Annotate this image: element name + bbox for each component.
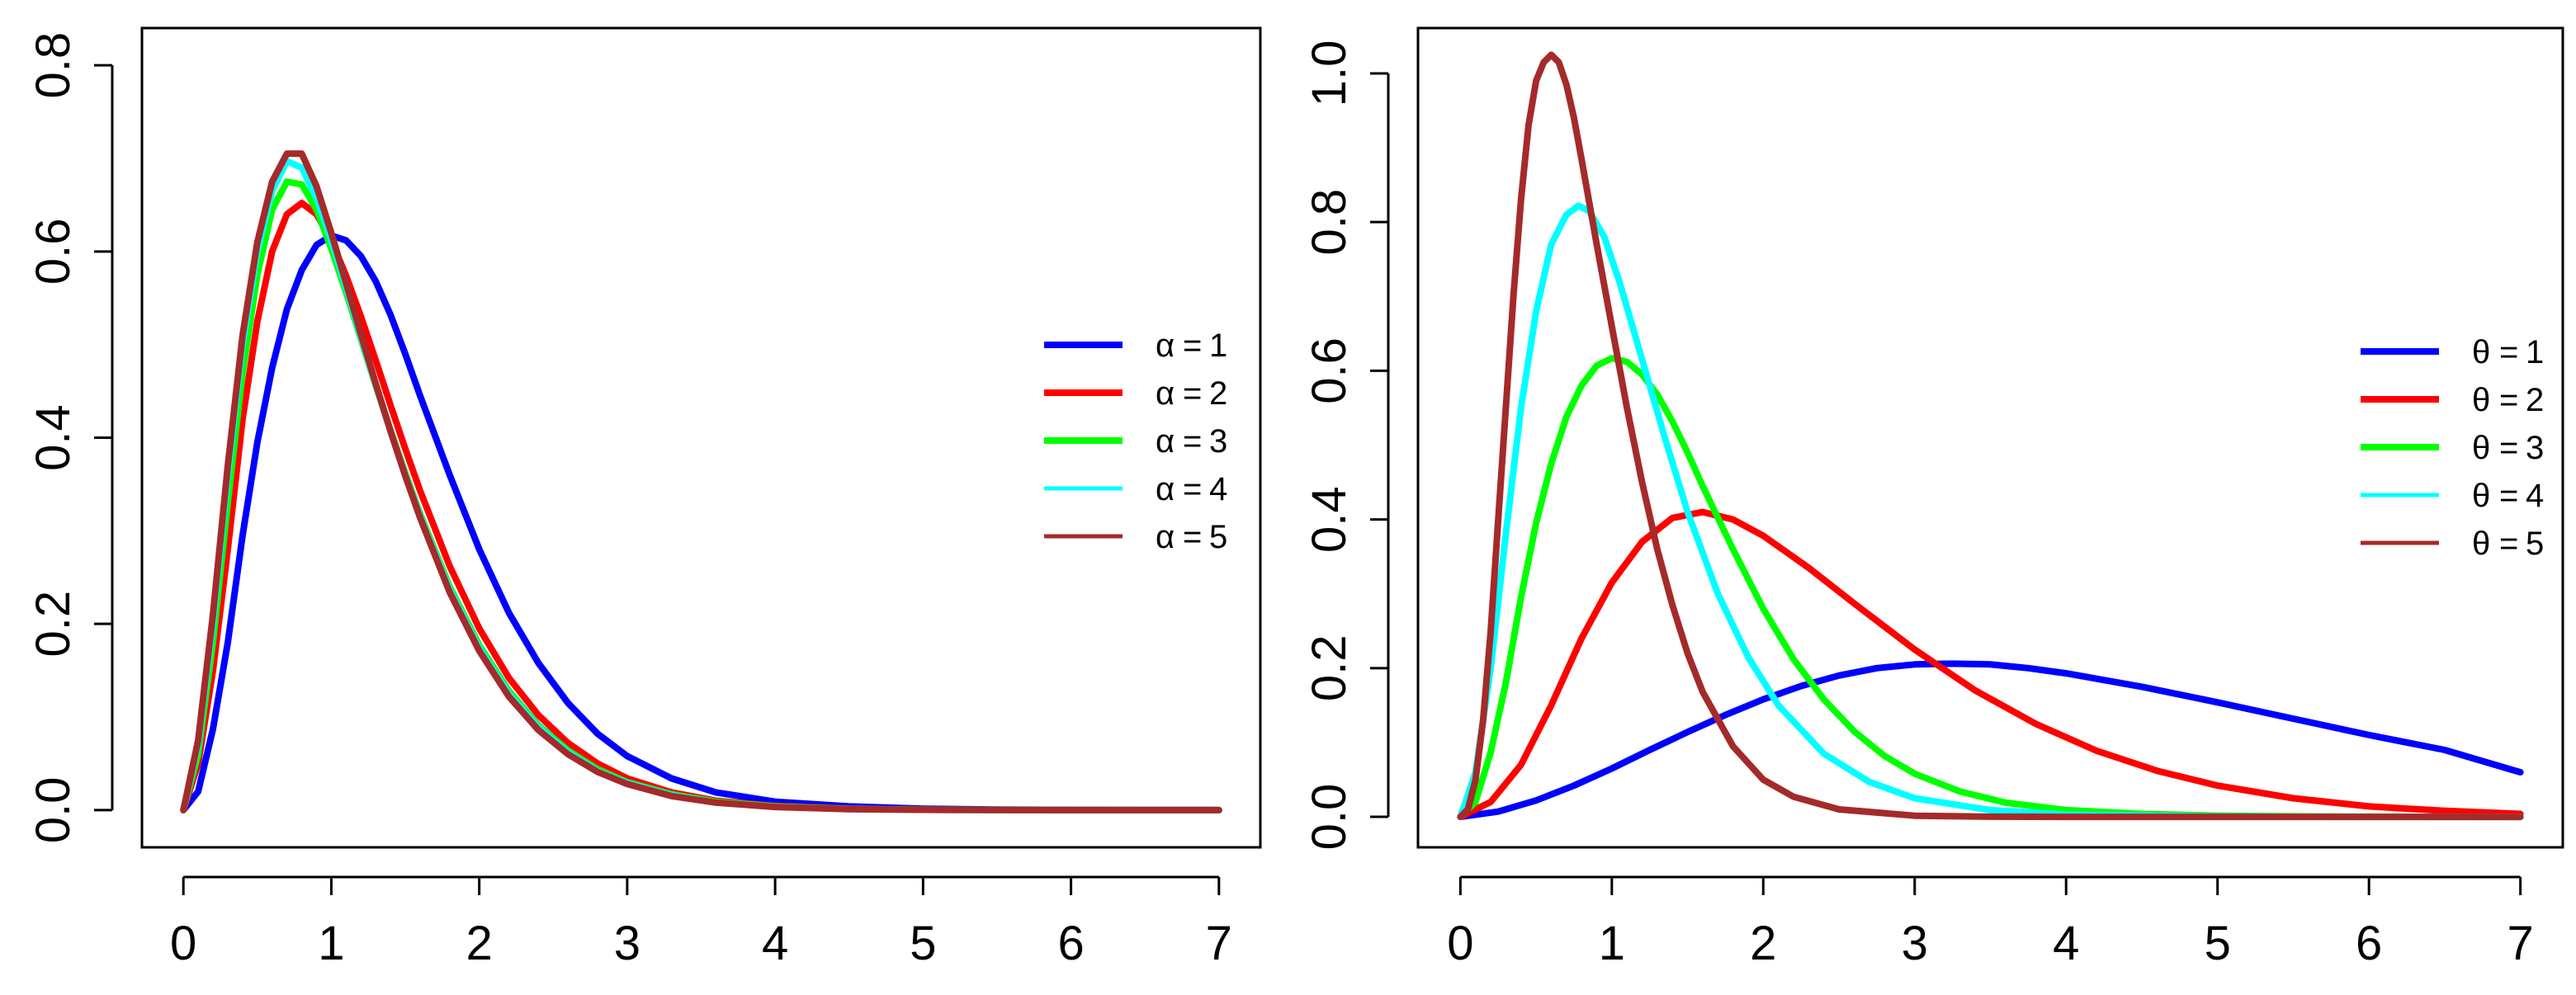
y-tick-label: 0.2 <box>1302 635 1356 702</box>
x-tick-label: 4 <box>762 917 788 970</box>
y-tick-label: 0.6 <box>1302 337 1356 404</box>
x-tick-label: 6 <box>2356 917 2382 970</box>
x-tick-label: 7 <box>2507 917 2533 970</box>
legend-equals: = <box>1183 471 1202 507</box>
right-chart: 0 1 2 3 4 5 6 70.00.20.40.60.81.0θ = 1θ = 2θ = 3θ = 4θ =… <box>1302 26 2564 970</box>
plot-frame <box>140 26 1262 849</box>
x-tick-label: 4 <box>2053 917 2079 970</box>
y-tick-label: 0.4 <box>1302 486 1356 553</box>
legend-symbol: α <box>1156 423 1175 460</box>
x-tick-label: 2 <box>466 917 493 970</box>
legend-equals: = <box>1183 375 1202 412</box>
plot-frame <box>1416 26 2564 849</box>
y-tick-label: 1.0 <box>1302 40 1356 107</box>
series-line-5 <box>1457 51 2524 821</box>
legend-equals: = <box>2499 334 2518 370</box>
y-tick-label: 0.2 <box>26 591 80 658</box>
x-tick-label: 0 <box>1447 917 1473 970</box>
legend: α = 1α = 2α = 3α = 4α = 5 <box>1044 328 1227 555</box>
y-tick-label: 0.6 <box>26 218 80 285</box>
y-tick-label: 0.8 <box>1302 189 1356 256</box>
legend-equals: = <box>1183 423 1202 460</box>
series-line-5 <box>180 150 1222 813</box>
legend-label-5: 5 <box>2526 526 2544 562</box>
legend-label-2: 2 <box>2526 382 2544 418</box>
legend-label-4: 4 <box>1209 471 1227 507</box>
x-tick-label: 2 <box>1750 917 1776 970</box>
y-tick-label: 0.8 <box>26 32 80 99</box>
x-tick-label: 1 <box>318 917 344 970</box>
legend-symbol: θ <box>2472 526 2490 562</box>
legend-equals: = <box>2499 478 2518 514</box>
y-tick-label: 0.4 <box>26 404 80 471</box>
legend-symbol: θ <box>2472 430 2490 466</box>
legend-equals: = <box>2499 382 2518 418</box>
y-tick-label: 0.0 <box>26 777 80 844</box>
x-tick-label: 3 <box>1902 917 1928 970</box>
x-tick-label: 3 <box>614 917 640 970</box>
legend-label-3: 3 <box>2526 430 2544 466</box>
legend-symbol: α <box>1156 471 1175 507</box>
legend-equals: = <box>1183 328 1202 364</box>
legend-symbol: θ <box>2472 334 2490 370</box>
left-chart: 0 1 2 3 4 5 6 70.00.20.40.60.8α = 1α = 2α = 3α = 4α = 5 <box>26 26 1262 970</box>
x-tick-label: 5 <box>2205 917 2231 970</box>
legend-label-2: 2 <box>1209 375 1227 412</box>
legend: θ = 1θ = 2θ = 3θ = 4θ = 5 <box>2361 334 2544 562</box>
legend-label-4: 4 <box>2526 478 2544 514</box>
series-line-3 <box>1457 355 2524 821</box>
series-line-1 <box>1457 660 2524 821</box>
legend-symbol: α <box>1156 375 1175 412</box>
legend-symbol: θ <box>2472 382 2490 418</box>
x-tick-label: 0 <box>170 917 196 970</box>
legend-equals: = <box>1183 519 1202 555</box>
legend-equals: = <box>2499 430 2518 466</box>
legend-symbol: α <box>1156 519 1175 555</box>
y-tick-label: 0.0 <box>1302 784 1356 851</box>
legend-label-5: 5 <box>1209 519 1227 555</box>
series-line-4 <box>1457 202 2524 821</box>
legend-equals: = <box>2499 526 2518 562</box>
legend-symbol: α <box>1156 328 1175 364</box>
legend-symbol: θ <box>2472 478 2490 514</box>
x-tick-label: 6 <box>1057 917 1084 970</box>
x-tick-label: 1 <box>1599 917 1625 970</box>
legend-label-3: 3 <box>1209 423 1227 460</box>
x-tick-label: 5 <box>910 917 936 970</box>
series-line-2 <box>1457 508 2524 821</box>
legend-label-1: 1 <box>1209 328 1227 364</box>
legend-label-1: 1 <box>2526 334 2544 370</box>
x-tick-label: 7 <box>1206 917 1232 970</box>
